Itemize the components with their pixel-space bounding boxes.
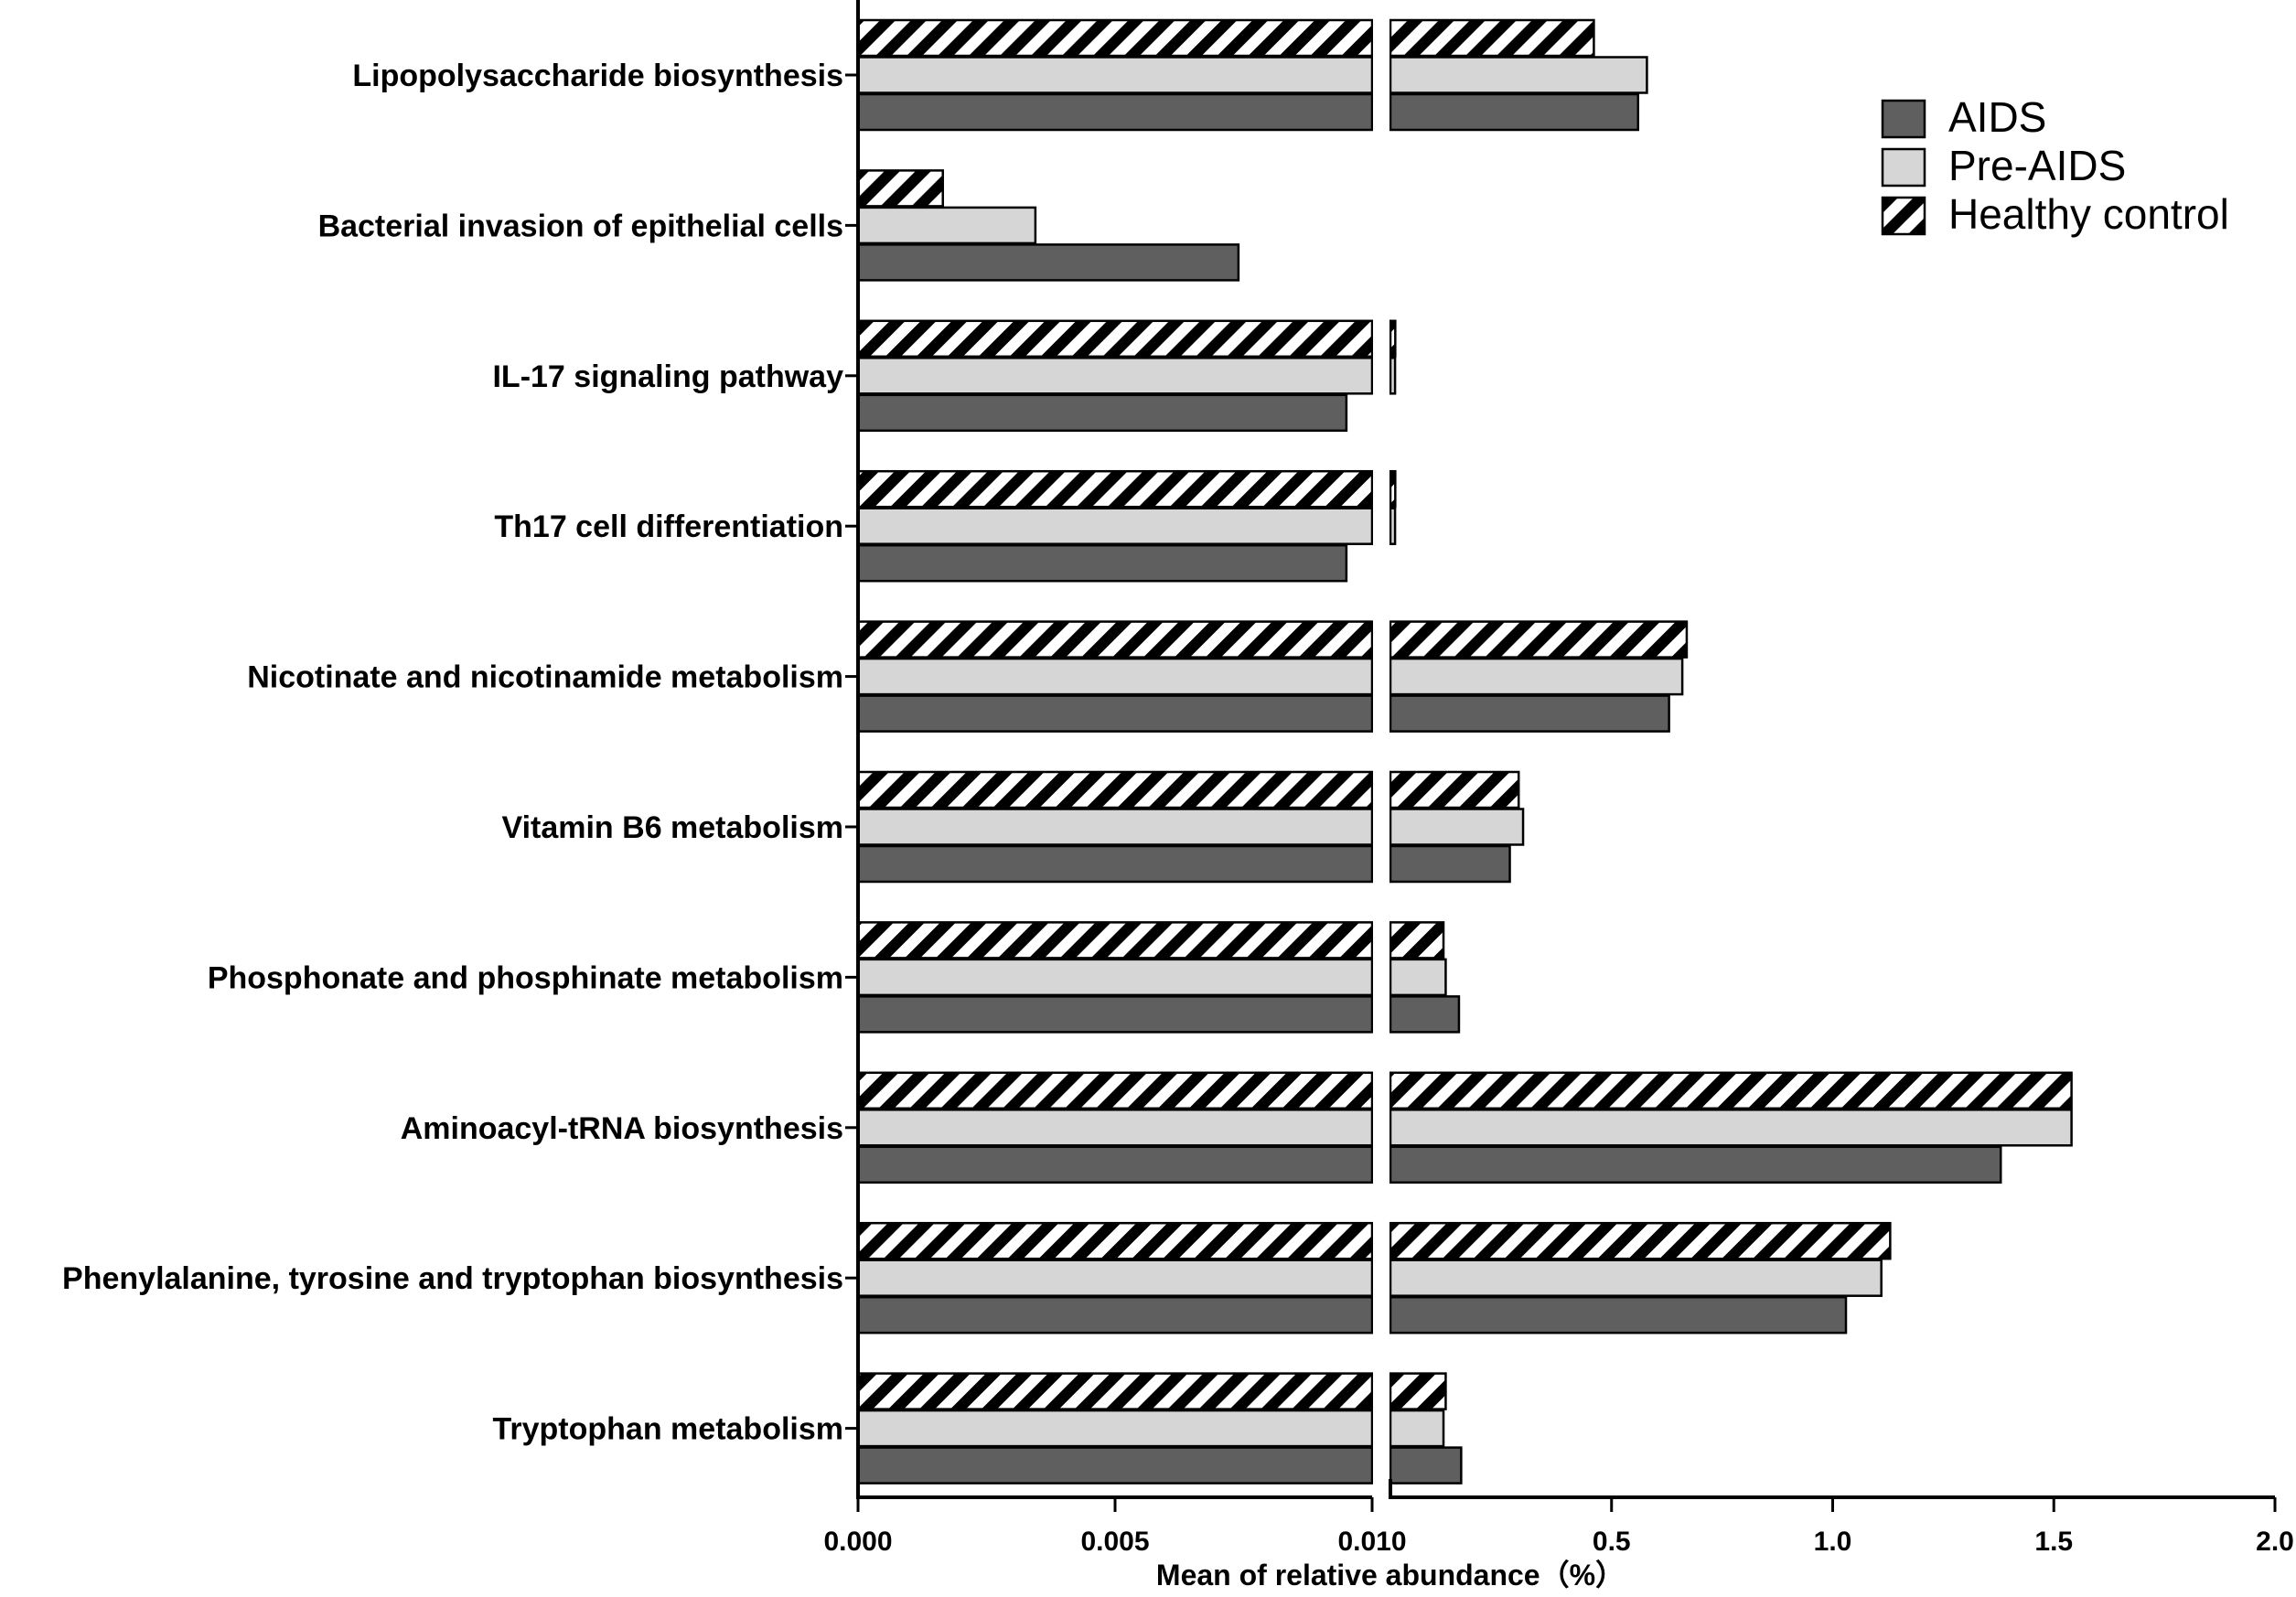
bar-aids-th17-cell-differentiation [856,543,1348,583]
category-label: Aminoacyl-tRNA biosynthesis [401,1111,843,1146]
bar-healthy-control-phenylalanine-tyrosine-and-tryptophan-biosynthesis-part1 [856,1221,1374,1260]
bar-aids-lipopolysaccharide-biosynthesis-part1 [856,92,1374,132]
legend-swatch-aids [1881,99,1926,139]
bar-pre-aids-il-17-signaling-pathway-part1 [856,357,1374,395]
category-label: Phosphonate and phosphinate metabolism [208,960,843,995]
bar-pre-aids-phosphonate-and-phosphinate-metabolism-part1 [856,958,1374,997]
bar-pre-aids-phenylalanine-tyrosine-and-tryptophan-biosynthesis-part2 [1389,1259,1883,1297]
bar-healthy-control-phosphonate-and-phosphinate-metabolism-part1 [856,921,1374,959]
bar-healthy-control-vitamin-b6-metabolism-part2 [1389,770,1520,809]
x-tick-label: 0.000 [823,1527,892,1557]
bar-aids-il-17-signaling-pathway [856,393,1348,433]
category-label: Tryptophan metabolism [493,1412,844,1447]
category-label: Th17 cell differentiation [494,509,843,544]
legend-swatch-pre-aids [1881,147,1926,188]
bar-aids-aminoacyl-trna-biosynthesis-part1 [856,1145,1374,1184]
category-label: Nicotinate and nicotinamide metabolism [247,660,843,695]
bar-healthy-control-vitamin-b6-metabolism-part1 [856,770,1374,809]
category-label: IL-17 signaling pathway [492,359,843,394]
bar-pre-aids-lipopolysaccharide-biosynthesis-part2 [1389,56,1648,94]
bar-aids-phosphonate-and-phosphinate-metabolism-part2 [1389,995,1461,1034]
legend-label-pre-aids: Pre-AIDS [1948,142,2126,189]
bar-pre-aids-vitamin-b6-metabolism-part1 [856,808,1374,846]
bar-pre-aids-il-17-signaling-pathway-part2 [1389,357,1397,395]
x-tick-label: 1.0 [1814,1527,1852,1557]
bar-pre-aids-th17-cell-differentiation-part2 [1389,507,1397,545]
bar-aids-phosphonate-and-phosphinate-metabolism-part1 [856,995,1374,1034]
legend-label-aids: AIDS [1948,93,2046,141]
x-tick-label: 2.0 [2256,1527,2294,1557]
bar-healthy-control-phosphonate-and-phosphinate-metabolism-part2 [1389,921,1445,959]
bar-healthy-control-nicotinate-and-nicotinamide-metabolism-part1 [856,620,1374,659]
bar-healthy-control-tryptophan-metabolism-part1 [856,1372,1374,1410]
bar-pre-aids-nicotinate-and-nicotinamide-metabolism-part1 [856,657,1374,696]
category-label: Bacterial invasion of epithelial cells [318,209,843,243]
bar-aids-aminoacyl-trna-biosynthesis-part2 [1389,1145,2002,1184]
bar-aids-lipopolysaccharide-biosynthesis-part2 [1389,92,1640,132]
bar-pre-aids-th17-cell-differentiation-part1 [856,507,1374,545]
category-label: Lipopolysaccharide biosynthesis [352,59,843,93]
bar-aids-phenylalanine-tyrosine-and-tryptophan-biosynthesis-part2 [1389,1295,1848,1334]
bar-pre-aids-phenylalanine-tyrosine-and-tryptophan-biosynthesis-part1 [856,1259,1374,1297]
axis-break-gap [1373,0,1389,1494]
x-tick-label: 0.005 [1080,1527,1149,1557]
x-tick-label: 1.5 [2034,1527,2073,1557]
bar-aids-phenylalanine-tyrosine-and-tryptophan-biosynthesis-part1 [856,1295,1374,1334]
bar-healthy-control-th17-cell-differentiation-part1 [856,469,1374,509]
bar-pre-aids-tryptophan-metabolism-part2 [1389,1409,1445,1448]
bar-aids-nicotinate-and-nicotinamide-metabolism-part2 [1389,694,1670,733]
bar-healthy-control-bacterial-invasion-of-epithelial-cells [856,169,944,208]
bar-aids-nicotinate-and-nicotinamide-metabolism-part1 [856,694,1374,733]
category-label: Phenylalanine, tyrosine and tryptophan b… [62,1261,843,1296]
x-axis-title: Mean of relative abundance（%） [1156,1559,1625,1592]
bar-aids-tryptophan-metabolism-part2 [1389,1446,1463,1484]
bar-healthy-control-aminoacyl-trna-biosynthesis-part1 [856,1071,1374,1110]
bar-healthy-control-il-17-signaling-pathway-part1 [856,319,1374,359]
bar-healthy-control-lipopolysaccharide-biosynthesis-part2 [1389,18,1595,58]
x-tick-label: 0.5 [1593,1527,1631,1557]
bar-pre-aids-aminoacyl-trna-biosynthesis-part1 [856,1109,1374,1147]
x-tick-label: 0.010 [1337,1527,1406,1557]
bar-pre-aids-aminoacyl-trna-biosynthesis-part2 [1389,1109,2073,1147]
bar-healthy-control-il-17-signaling-pathway-part2 [1389,319,1397,359]
bar-pre-aids-tryptophan-metabolism-part1 [856,1409,1374,1448]
bar-pre-aids-phosphonate-and-phosphinate-metabolism-part2 [1389,958,1447,997]
category-label: Vitamin B6 metabolism [502,810,844,845]
bar-aids-bacterial-invasion-of-epithelial-cells [856,243,1240,282]
legend-swatch-healthy-control [1881,196,1926,236]
bar-healthy-control-tryptophan-metabolism-part2 [1389,1372,1447,1410]
bar-pre-aids-nicotinate-and-nicotinamide-metabolism-part2 [1389,657,1684,696]
bar-pre-aids-lipopolysaccharide-biosynthesis-part1 [856,56,1374,94]
bar-pre-aids-bacterial-invasion-of-epithelial-cells [856,206,1037,245]
bar-pre-aids-vitamin-b6-metabolism-part2 [1389,808,1525,846]
bar-aids-vitamin-b6-metabolism-part2 [1389,844,1511,884]
bar-aids-vitamin-b6-metabolism-part1 [856,844,1374,884]
bar-healthy-control-th17-cell-differentiation-part2 [1389,469,1397,509]
bar-healthy-control-phenylalanine-tyrosine-and-tryptophan-biosynthesis-part2 [1389,1221,1892,1260]
bar-healthy-control-nicotinate-and-nicotinamide-metabolism-part2 [1389,620,1689,659]
bar-healthy-control-aminoacyl-trna-biosynthesis-part2 [1389,1071,2073,1110]
legend-label-healthy-control: Healthy control [1948,190,2229,238]
bar-aids-tryptophan-metabolism-part1 [856,1446,1374,1484]
bar-healthy-control-lipopolysaccharide-biosynthesis-part1 [856,18,1374,58]
